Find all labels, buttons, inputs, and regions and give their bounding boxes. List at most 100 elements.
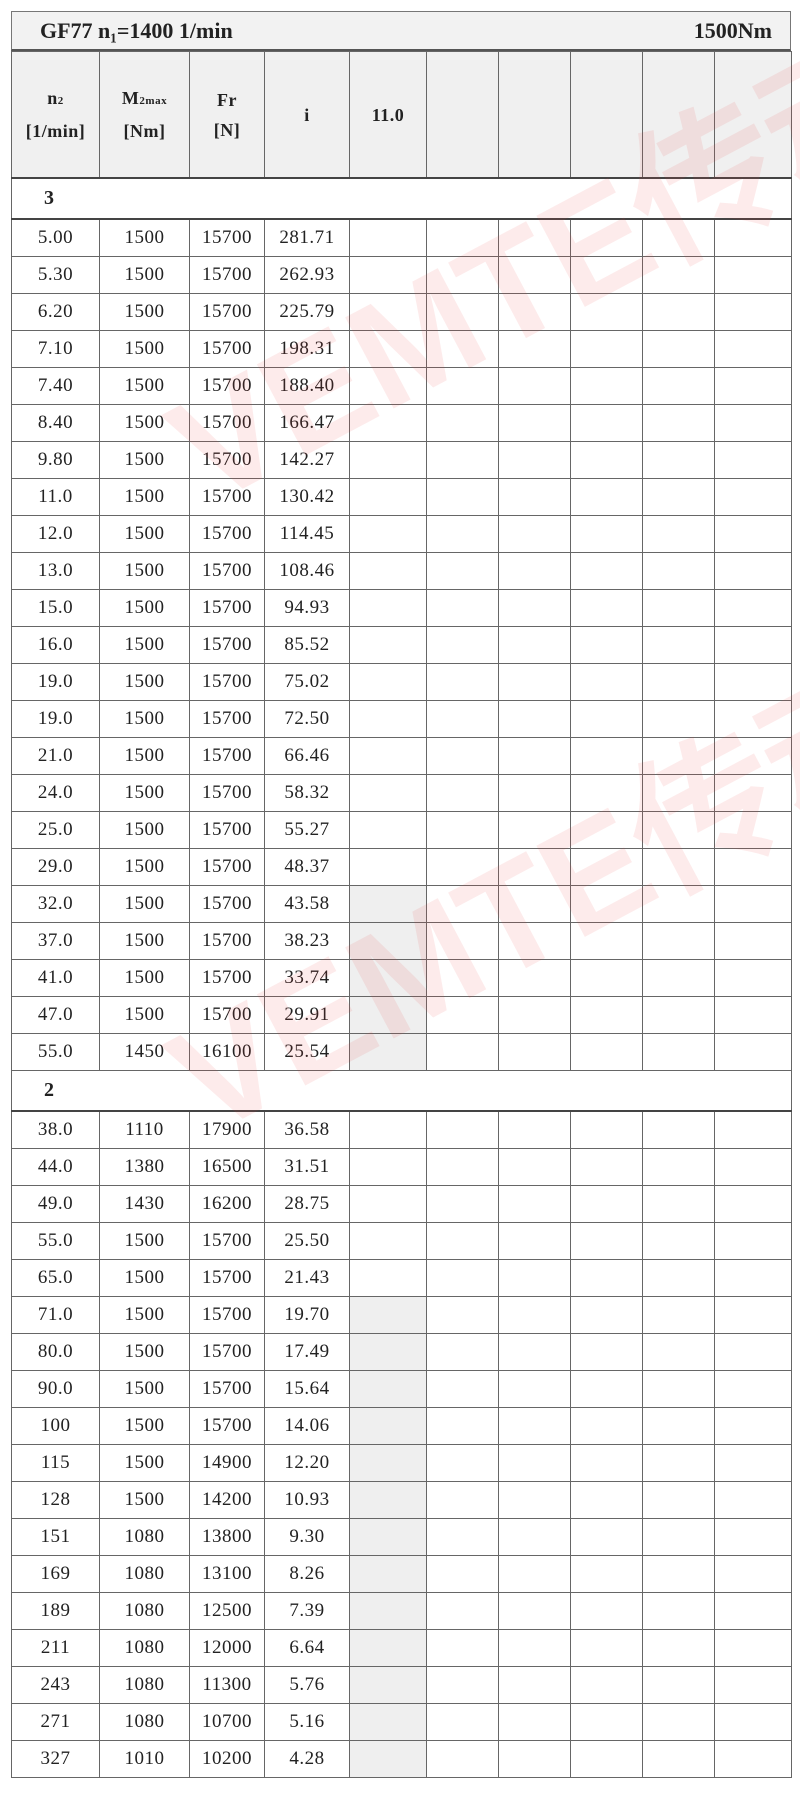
- empty-cell: [498, 1518, 571, 1556]
- empty-cell: [642, 848, 715, 886]
- empty-cell: [349, 330, 427, 368]
- empty-cell: [498, 1407, 571, 1445]
- n2-cell: 41.0: [11, 959, 100, 997]
- empty-cell: [426, 811, 499, 849]
- empty-cell: [570, 1740, 643, 1778]
- n2-cell: 38.0: [11, 1110, 100, 1149]
- empty-cell: [498, 737, 571, 775]
- empty-cell: [349, 885, 427, 923]
- empty-cell: [498, 1033, 571, 1071]
- table-row: 38.0 1110 17900 36.58: [11, 1110, 792, 1149]
- empty-cell: [349, 996, 427, 1034]
- empty-cell: [349, 1592, 427, 1630]
- empty-cell: [426, 218, 499, 257]
- empty-cell: [570, 367, 643, 405]
- fr-cell: 10700: [189, 1703, 265, 1741]
- table-row: 47.0 1500 15700 29.91: [11, 996, 792, 1034]
- fr-cell: 15700: [189, 663, 265, 701]
- table-row: 189 1080 12500 7.39: [11, 1592, 792, 1630]
- table-row: 16.0 1500 15700 85.52: [11, 626, 792, 664]
- empty-cell: [426, 515, 499, 553]
- empty-cell: [714, 1666, 792, 1704]
- empty-cell: [714, 404, 792, 442]
- empty-cell: [570, 922, 643, 960]
- empty-cell: [349, 1110, 427, 1149]
- ratio-cell: 8.26: [264, 1555, 350, 1593]
- ratio-cell: 33.74: [264, 959, 350, 997]
- empty-cell: [642, 1555, 715, 1593]
- ratio-cell: 28.75: [264, 1185, 350, 1223]
- empty-cell: [498, 1110, 571, 1149]
- empty-cell: [349, 218, 427, 257]
- table-row: 41.0 1500 15700 33.74: [11, 959, 792, 997]
- torque-rating: 1500Nm: [693, 17, 772, 43]
- fr-cell: 15700: [189, 367, 265, 405]
- empty-cell: [570, 478, 643, 516]
- fr-cell: 15700: [189, 330, 265, 368]
- fr-cell: 15700: [189, 811, 265, 849]
- table-row: 19.0 1500 15700 75.02: [11, 663, 792, 701]
- fr-cell: 15700: [189, 589, 265, 627]
- ratio-cell: 36.58: [264, 1110, 350, 1149]
- fr-cell: 17900: [189, 1110, 265, 1149]
- ratio-cell: 29.91: [264, 996, 350, 1034]
- ratio-cell: 142.27: [264, 441, 350, 479]
- ratio-cell: 188.40: [264, 367, 350, 405]
- empty-cell: [498, 885, 571, 923]
- empty-cell: [349, 1333, 427, 1371]
- n2-cell: 24.0: [11, 774, 100, 812]
- empty-cell: [714, 959, 792, 997]
- n2-cell: 37.0: [11, 922, 100, 960]
- table-row: 65.0 1500 15700 21.43: [11, 1259, 792, 1297]
- empty-cell: [349, 700, 427, 738]
- n2-cell: 128: [11, 1481, 100, 1519]
- empty-cell: [714, 1333, 792, 1371]
- empty-cell: [570, 218, 643, 257]
- empty-cell: [642, 330, 715, 368]
- empty-cell: [714, 774, 792, 812]
- empty-cell: [498, 922, 571, 960]
- m2max-cell: 1500: [99, 293, 190, 331]
- empty-cell: [714, 478, 792, 516]
- empty-cell: [642, 552, 715, 590]
- empty-cell: [426, 1033, 499, 1071]
- empty-cell: [714, 1740, 792, 1778]
- empty-cell: [498, 515, 571, 553]
- ratio-cell: 21.43: [264, 1259, 350, 1297]
- empty-cell: [498, 1666, 571, 1704]
- m2max-cell: 1500: [99, 922, 190, 960]
- empty-cell: [642, 1370, 715, 1408]
- empty-cell: [426, 1518, 499, 1556]
- empty-cell: [426, 1370, 499, 1408]
- empty-cell: [714, 1185, 792, 1223]
- table-row: 55.0 1450 16100 25.54: [11, 1033, 792, 1071]
- n2-cell: 211: [11, 1629, 100, 1667]
- table-row: 151 1080 13800 9.30: [11, 1518, 792, 1556]
- empty-cell: [349, 737, 427, 775]
- n2-cell: 11.0: [11, 478, 100, 516]
- n2-cell: 55.0: [11, 1222, 100, 1260]
- table-row: 6.20 1500 15700 225.79: [11, 293, 792, 331]
- ratio-cell: 4.28: [264, 1740, 350, 1778]
- empty-cell: [570, 515, 643, 553]
- empty-cell: [714, 1703, 792, 1741]
- empty-cell: [642, 1481, 715, 1519]
- empty-cell: [570, 293, 643, 331]
- m2max-cell: 1080: [99, 1555, 190, 1593]
- empty-cell: [349, 1259, 427, 1297]
- empty-cell: [498, 700, 571, 738]
- empty-cell: [426, 1185, 499, 1223]
- empty-cell: [570, 404, 643, 442]
- empty-cell: [426, 1555, 499, 1593]
- empty-cell: [642, 959, 715, 997]
- n2-cell: 16.0: [11, 626, 100, 664]
- fr-cell: 15700: [189, 1333, 265, 1371]
- table-row: 90.0 1500 15700 15.64: [11, 1370, 792, 1408]
- empty-cell: [642, 811, 715, 849]
- n2-cell: 19.0: [11, 663, 100, 701]
- n2-cell: 80.0: [11, 1333, 100, 1371]
- empty-cell: [714, 626, 792, 664]
- fr-cell: 15700: [189, 1222, 265, 1260]
- empty-cell: [570, 589, 643, 627]
- header-empty: [426, 51, 499, 179]
